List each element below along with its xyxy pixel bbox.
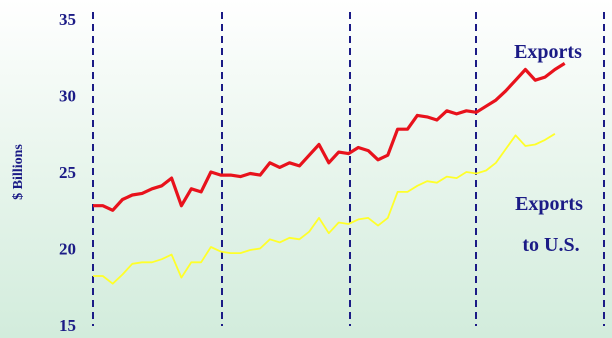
y-tick-label: 15 [59, 316, 76, 335]
y-tick-label: 20 [59, 240, 76, 259]
series-line-exports-to-us [93, 133, 556, 285]
legend-label-exports: Exports [514, 41, 582, 63]
legend-label-exports-to-us-line2: to U.S. [522, 234, 579, 256]
legend-label-exports-to-us: Exports [515, 193, 583, 215]
y-axis-label: $ Billions [11, 144, 26, 200]
y-tick-label: 25 [59, 163, 76, 182]
series-line-exports [93, 62, 566, 212]
y-tick-label: 35 [59, 10, 76, 29]
y-tick-label: 30 [59, 87, 76, 106]
